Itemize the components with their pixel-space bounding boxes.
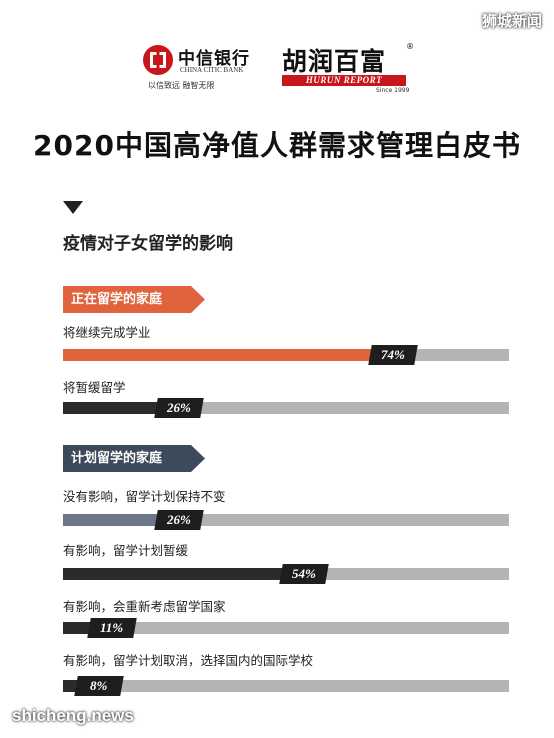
bar-label: 没有影响，留学计划保持不变 — [63, 489, 226, 504]
data-label-text: 26% — [167, 400, 191, 415]
logo-bar: 中信银行 CHINA CITIC BANK 以信致远 融智无限 胡润百富 ® H… — [0, 40, 554, 100]
watermark-bottom: shicheng.news — [12, 706, 134, 725]
data-label: 11% — [87, 618, 137, 638]
data-label: 26% — [154, 398, 204, 418]
triangle-down-icon — [63, 201, 83, 214]
bar-label: 将暂缓留学 — [63, 380, 126, 395]
bar — [63, 349, 393, 361]
bar-track: 11% — [63, 618, 509, 638]
data-label-text: 8% — [90, 678, 108, 693]
data-label-text: 26% — [167, 512, 191, 527]
page-title: 2020中国高净值人群需求管理白皮书 — [33, 129, 521, 162]
data-label-text: 11% — [100, 620, 124, 635]
bar-label: 有影响，留学计划暂缓 — [63, 543, 189, 558]
bar — [63, 402, 179, 414]
citic-name-en: CHINA CITIC BANK — [180, 66, 244, 74]
group-tag-1: 正在留学的家庭 — [63, 286, 205, 313]
bar-track: 74% — [63, 345, 509, 365]
hurun-since: Since 1999 — [376, 87, 410, 94]
citic-bank-logo: 中信银行 CHINA CITIC BANK 以信致远 融智无限 — [142, 42, 272, 92]
data-label: 74% — [368, 345, 418, 365]
citic-emblem-icon — [143, 45, 173, 75]
data-label: 54% — [279, 564, 329, 584]
bar-label: 有影响，留学计划取消，选择国内的国际学校 — [63, 653, 314, 668]
hurun-name-en: HURUN REPORT — [282, 75, 406, 86]
hurun-report-logo: 胡润百富 ® HURUN REPORT Since 1999 — [282, 42, 422, 98]
group-tag-2: 计划留学的家庭 — [63, 445, 205, 472]
bar-track: 54% — [63, 564, 509, 584]
data-label: 8% — [74, 676, 124, 696]
bar — [63, 514, 179, 526]
bar — [63, 568, 304, 580]
section-title: 疫情对子女留学的影响 — [63, 234, 233, 254]
registered-mark: ® — [406, 42, 414, 51]
citic-name-cn: 中信银行 — [178, 49, 250, 69]
hurun-name-cn: 胡润百富 — [282, 47, 387, 76]
data-label-text: 54% — [292, 566, 316, 581]
data-label-text: 74% — [381, 347, 405, 362]
bar-label: 将继续完成学业 — [63, 325, 151, 340]
bar-track: 8% — [63, 676, 509, 696]
citic-slogan: 以信致远 融智无限 — [148, 81, 215, 90]
bar-track: 26% — [63, 510, 509, 530]
bar-label: 有影响，会重新考虑留学国家 — [63, 599, 226, 614]
bar-track: 26% — [63, 398, 509, 418]
watermark-top: 狮城新闻 — [481, 12, 542, 30]
data-label: 26% — [154, 510, 204, 530]
